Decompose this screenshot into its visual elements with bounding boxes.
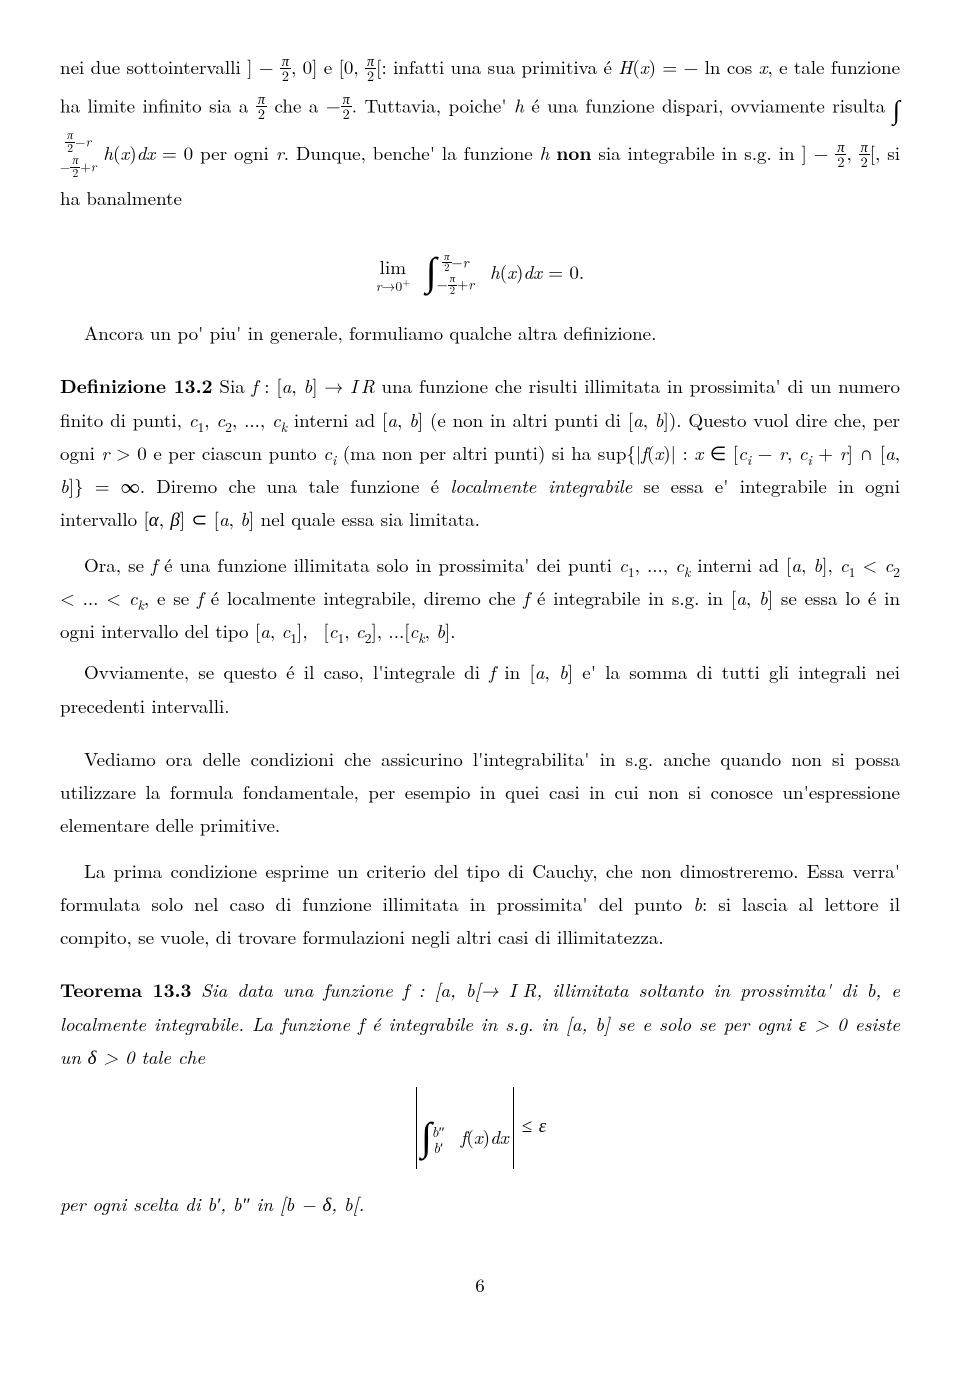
equation-1: lim r→0+ ∫ π2−r −π2+r h(x)dx = 0.: [60, 228, 900, 298]
paragraph-3: Ora, se f é una funzione illimitata solo…: [60, 548, 900, 648]
paragraph-2: Ancora un po' piu' in generale, formulia…: [60, 316, 900, 349]
paragraph-5: Vediamo ora delle condizioni che assicur…: [60, 742, 900, 842]
theorem-13-3: Teorema 13.3 Sia data una funzione f : […: [60, 973, 900, 1073]
page-number: 6: [60, 1268, 900, 1301]
paragraph-4: Ovviamente, se questo é il caso, l'integ…: [60, 655, 900, 722]
paragraph-6: La prima condizione esprime un criterio …: [60, 854, 900, 954]
equation-2: ∫ b″ b′ f(x)dx ≤ ε: [60, 1087, 900, 1169]
definition-label: Definizione 13.2: [60, 371, 213, 399]
theorem-body-2: per ogni scelta di b′, b″ in [b − δ, b[.: [60, 1187, 900, 1220]
paragraph-1: nei due sottointervalli ] − π2, 0] e [0,…: [60, 50, 900, 214]
definition-13-2: Definizione 13.2 Sia f : [a, b] → I R un…: [60, 369, 900, 535]
theorem-label: Teorema 13.3: [60, 975, 191, 1003]
